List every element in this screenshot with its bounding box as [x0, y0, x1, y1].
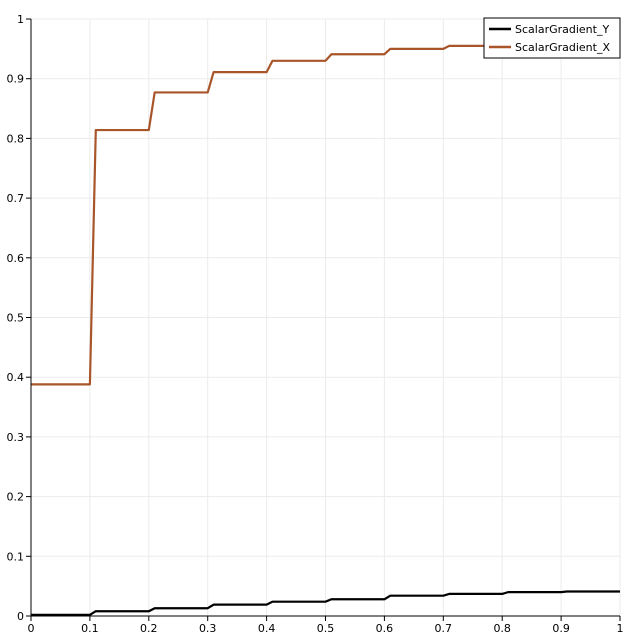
y-tick-label: 0.2 — [7, 491, 25, 504]
x-tick-label: 0.2 — [140, 622, 158, 635]
x-tick-label: 0.3 — [199, 622, 217, 635]
legend: ScalarGradient_Y ScalarGradient_X — [483, 17, 621, 59]
x-tick-label: 0.7 — [435, 622, 453, 635]
x-tick-label: 0 — [28, 622, 35, 635]
y-tick-label: 0.5 — [7, 312, 25, 325]
legend-label-y: ScalarGradient_Y — [515, 23, 609, 36]
x-tick-label: 0.9 — [552, 622, 570, 635]
x-tick-label: 0.8 — [493, 622, 511, 635]
legend-box — [483, 17, 621, 59]
x-tick-label: 0.1 — [81, 622, 99, 635]
y-tick-label: 0.4 — [7, 371, 25, 384]
y-tick-label: 0.7 — [7, 192, 25, 205]
y-tick-label: 0 — [17, 610, 24, 623]
x-tick-label: 0.4 — [258, 622, 276, 635]
x-tick-label: 0.5 — [317, 622, 335, 635]
x-tick-label: 0.6 — [376, 622, 394, 635]
y-tick-label: 0.9 — [7, 73, 25, 86]
series-line-ScalarGradient_Y — [31, 590, 620, 616]
x-tick-label: 1 — [617, 622, 624, 635]
axes: 0 0.1 0.2 0.3 0.4 0.5 0.6 0.7 0.8 0.9 1 0 0.1 0.2 0.3 0… — [7, 13, 624, 635]
legend-label-x: ScalarGradient_X — [515, 41, 610, 54]
y-tick-label: 0.1 — [7, 550, 25, 563]
y-tick-label: 0.3 — [7, 431, 25, 444]
y-tick-label: 0.6 — [7, 252, 25, 265]
y-tick-label: 1 — [17, 13, 24, 26]
grid — [30, 18, 621, 617]
y-tick-label: 0.8 — [7, 132, 25, 145]
